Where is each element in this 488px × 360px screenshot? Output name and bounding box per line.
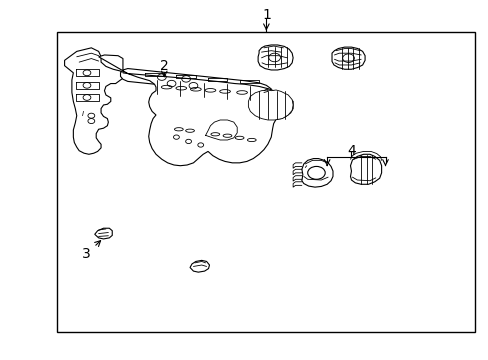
Text: 4: 4 [346, 144, 355, 158]
Polygon shape [331, 47, 365, 69]
Polygon shape [120, 68, 271, 95]
Text: I: I [82, 111, 84, 117]
Polygon shape [258, 45, 292, 70]
Polygon shape [99, 55, 292, 166]
Text: 3: 3 [82, 247, 91, 261]
Bar [57, 32, 474, 332]
Polygon shape [301, 158, 332, 187]
Polygon shape [350, 154, 381, 184]
Polygon shape [95, 228, 112, 239]
Text: 2: 2 [160, 59, 168, 73]
Polygon shape [64, 48, 122, 154]
Polygon shape [190, 260, 209, 272]
Text: 1: 1 [262, 8, 270, 22]
Polygon shape [248, 90, 292, 120]
